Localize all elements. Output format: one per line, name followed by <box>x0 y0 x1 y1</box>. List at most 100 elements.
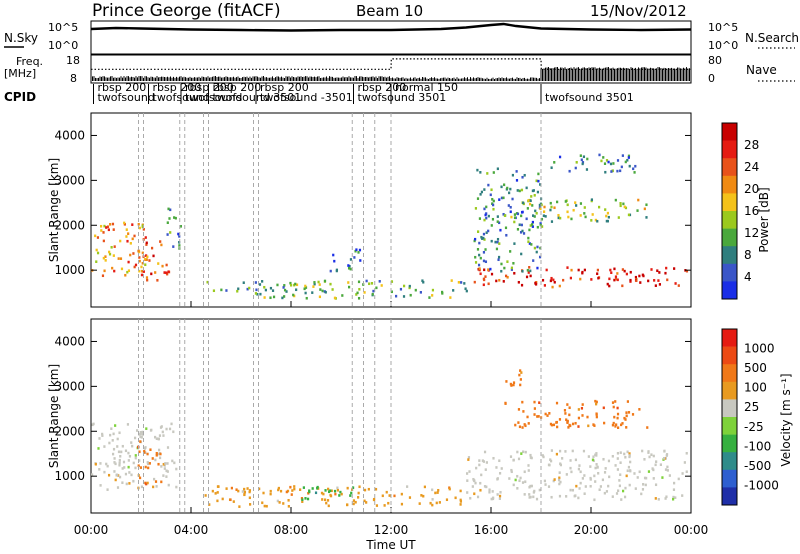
echo-cell <box>145 243 148 246</box>
echo-cell <box>431 294 434 297</box>
echo-cell <box>539 246 542 250</box>
echo-cell <box>111 266 114 270</box>
echo-cell <box>130 473 133 477</box>
echo-cell <box>603 421 606 425</box>
echo-cell <box>583 212 586 215</box>
echo-cell <box>647 450 650 453</box>
nsearch-label: N.Search <box>745 31 799 45</box>
echo-cell <box>464 287 467 291</box>
echo-cell <box>665 453 669 456</box>
echo-cell <box>127 459 130 462</box>
echo-cell <box>155 437 158 440</box>
echo-cell <box>575 484 578 488</box>
echo-cell <box>490 188 493 192</box>
echo-cell <box>365 501 368 504</box>
echo-cell <box>170 422 173 426</box>
echo-cell <box>144 263 147 267</box>
echo-cell <box>146 481 149 485</box>
echo-cell <box>139 466 142 469</box>
echo-cell <box>512 381 516 384</box>
echo-cell <box>101 432 104 436</box>
echo-cell <box>385 490 388 494</box>
echo-cell <box>161 430 164 434</box>
echo-cell <box>161 264 164 268</box>
echo-cell <box>605 159 609 162</box>
echo-cell <box>613 415 616 419</box>
echo-cell <box>168 427 172 431</box>
echo-cell <box>333 489 337 493</box>
echo-cell <box>577 496 580 500</box>
echo-cell <box>236 289 239 293</box>
echo-cell <box>552 423 556 427</box>
echo-cell <box>237 287 240 291</box>
colorbar-swatch <box>722 263 737 282</box>
echo-cell <box>336 486 339 490</box>
echo-cell <box>248 496 251 500</box>
echo-cell <box>581 162 584 166</box>
echo-cell <box>116 437 119 441</box>
echo-cell <box>650 453 653 456</box>
echo-cell <box>577 467 580 471</box>
echo-cell <box>519 383 522 387</box>
echo-cell <box>332 253 335 257</box>
echo-cell <box>559 449 562 453</box>
echo-cell <box>482 236 485 240</box>
echo-cell <box>155 451 158 455</box>
echo-cell <box>302 486 305 489</box>
echo-cell <box>346 486 349 490</box>
echo-cell <box>126 270 129 274</box>
echo-cell <box>466 479 469 482</box>
echo-cell <box>248 490 251 494</box>
echo-cell <box>479 272 482 276</box>
echo-cell <box>681 494 684 497</box>
nave-label: Nave <box>746 63 777 77</box>
echo-cell <box>597 471 600 475</box>
echo-cell <box>526 268 529 272</box>
echo-cell <box>333 259 336 263</box>
velocity-colorbar-label: Velocity [m s⁻¹] <box>779 373 793 466</box>
echo-cell <box>375 504 379 507</box>
echo-cell <box>486 172 489 175</box>
echo-cell <box>510 468 513 472</box>
echo-cell <box>564 450 567 453</box>
echo-cell <box>490 272 494 276</box>
echo-cell <box>566 266 569 269</box>
echo-cell <box>160 465 163 468</box>
echo-cell <box>533 400 536 404</box>
echo-cell <box>140 485 144 489</box>
echo-cell <box>487 214 490 218</box>
echo-cell <box>616 457 619 460</box>
echo-cell <box>420 494 423 497</box>
echo-cell <box>538 203 541 207</box>
echo-cell <box>277 488 280 492</box>
echo-cell <box>614 425 617 428</box>
echo-cell <box>243 490 247 494</box>
echo-cell <box>494 240 497 244</box>
echo-cell <box>496 477 499 481</box>
echo-cell <box>512 261 515 265</box>
echo-cell <box>347 266 351 270</box>
echo-cell <box>100 229 103 232</box>
echo-cell <box>141 251 144 255</box>
velocity-colorbar: 1000 500 100 25 -25 -100 -500 -1000 <box>721 328 779 506</box>
echo-cell <box>570 217 573 221</box>
echo-cell <box>673 267 676 270</box>
echo-cell <box>374 487 378 491</box>
echo-cell <box>118 461 121 465</box>
echo-cell <box>520 188 524 192</box>
echo-cell <box>654 463 657 467</box>
echo-cell <box>536 245 539 249</box>
echo-cell <box>289 485 292 489</box>
echo-cell <box>102 239 105 243</box>
echo-cell <box>555 421 558 424</box>
echo-cell <box>536 225 539 229</box>
echo-cell <box>254 292 258 295</box>
echo-cell <box>473 239 476 243</box>
echo-cell <box>604 208 607 211</box>
echo-cell <box>363 291 366 294</box>
echo-cell <box>475 466 478 470</box>
echo-cell <box>477 263 481 267</box>
echo-cell <box>618 479 621 482</box>
